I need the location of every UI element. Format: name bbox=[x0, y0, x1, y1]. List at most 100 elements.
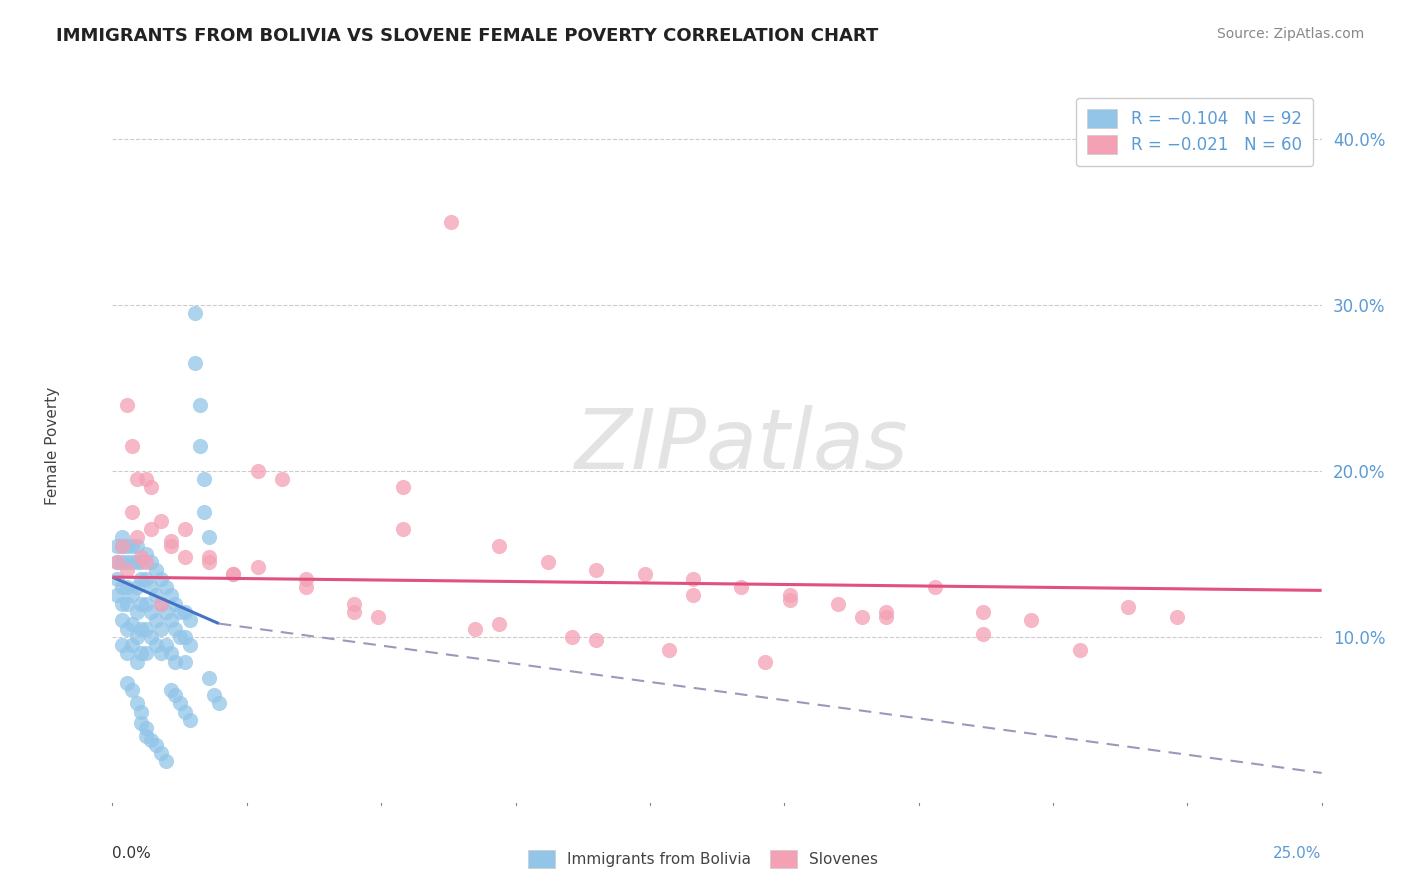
Point bbox=[1069, 643, 1091, 657]
Point bbox=[115, 580, 138, 594]
Point bbox=[145, 588, 167, 602]
Point bbox=[169, 696, 191, 710]
Point bbox=[270, 472, 292, 486]
Point bbox=[1021, 613, 1043, 627]
Point bbox=[105, 572, 128, 586]
Point bbox=[155, 580, 177, 594]
Point bbox=[135, 597, 157, 611]
Point bbox=[115, 676, 138, 690]
Text: 0.0%: 0.0% bbox=[112, 846, 152, 861]
Point bbox=[179, 638, 201, 652]
Point bbox=[149, 597, 172, 611]
Point bbox=[149, 572, 172, 586]
Point bbox=[135, 730, 157, 744]
Point bbox=[111, 597, 134, 611]
Point bbox=[145, 564, 167, 578]
Point bbox=[222, 566, 245, 581]
Point bbox=[131, 597, 153, 611]
Point bbox=[188, 397, 211, 411]
Point bbox=[169, 630, 191, 644]
Point bbox=[121, 588, 143, 602]
Point bbox=[135, 721, 157, 735]
Point bbox=[145, 738, 167, 752]
Point bbox=[193, 505, 215, 519]
Point bbox=[125, 630, 148, 644]
Point bbox=[115, 539, 138, 553]
Point bbox=[111, 580, 134, 594]
Point bbox=[198, 550, 221, 565]
Point bbox=[561, 630, 583, 644]
Point bbox=[165, 655, 187, 669]
Text: ZIPatlas: ZIPatlas bbox=[575, 406, 908, 486]
Point bbox=[633, 566, 655, 581]
Point bbox=[155, 605, 177, 619]
Point bbox=[105, 555, 128, 569]
Point bbox=[111, 530, 134, 544]
Point bbox=[179, 613, 201, 627]
Point bbox=[131, 550, 153, 565]
Point bbox=[125, 580, 148, 594]
Point bbox=[159, 682, 181, 697]
Point bbox=[174, 630, 197, 644]
Point bbox=[174, 550, 197, 565]
Point bbox=[145, 638, 167, 652]
Point bbox=[198, 530, 221, 544]
Point bbox=[141, 580, 163, 594]
Point bbox=[149, 746, 172, 760]
Point bbox=[155, 754, 177, 768]
Point bbox=[149, 514, 172, 528]
Point bbox=[131, 647, 153, 661]
Point bbox=[851, 610, 873, 624]
Point bbox=[111, 638, 134, 652]
Point bbox=[585, 564, 607, 578]
Point bbox=[111, 539, 134, 553]
Point bbox=[135, 572, 157, 586]
Point bbox=[121, 555, 143, 569]
Point bbox=[174, 605, 197, 619]
Point bbox=[111, 539, 134, 553]
Point bbox=[121, 682, 143, 697]
Point bbox=[779, 588, 801, 602]
Point bbox=[730, 580, 752, 594]
Point bbox=[202, 688, 225, 702]
Point bbox=[295, 572, 318, 586]
Point bbox=[131, 716, 153, 731]
Point bbox=[343, 597, 366, 611]
Point bbox=[141, 555, 163, 569]
Point bbox=[131, 555, 153, 569]
Point bbox=[537, 555, 560, 569]
Point bbox=[208, 696, 231, 710]
Point bbox=[754, 655, 776, 669]
Point bbox=[198, 671, 221, 685]
Point bbox=[121, 439, 143, 453]
Point bbox=[131, 572, 153, 586]
Point bbox=[165, 622, 187, 636]
Point bbox=[972, 605, 994, 619]
Legend: Immigrants from Bolivia, Slovenes: Immigrants from Bolivia, Slovenes bbox=[516, 838, 890, 880]
Point bbox=[972, 626, 994, 640]
Point bbox=[115, 397, 138, 411]
Point bbox=[135, 555, 157, 569]
Text: IMMIGRANTS FROM BOLIVIA VS SLOVENE FEMALE POVERTY CORRELATION CHART: IMMIGRANTS FROM BOLIVIA VS SLOVENE FEMAL… bbox=[56, 27, 879, 45]
Point bbox=[155, 638, 177, 652]
Point bbox=[141, 522, 163, 536]
Point bbox=[121, 539, 143, 553]
Point bbox=[174, 522, 197, 536]
Point bbox=[125, 696, 148, 710]
Point bbox=[165, 597, 187, 611]
Point bbox=[488, 539, 510, 553]
Point bbox=[658, 643, 681, 657]
Point bbox=[135, 647, 157, 661]
Point bbox=[183, 306, 205, 320]
Point bbox=[174, 705, 197, 719]
Point bbox=[105, 539, 128, 553]
Point bbox=[115, 647, 138, 661]
Point bbox=[159, 647, 181, 661]
Point bbox=[115, 622, 138, 636]
Point bbox=[111, 613, 134, 627]
Text: Female Poverty: Female Poverty bbox=[45, 387, 59, 505]
Point bbox=[141, 630, 163, 644]
Point bbox=[141, 732, 163, 747]
Point bbox=[222, 566, 245, 581]
Point bbox=[174, 655, 197, 669]
